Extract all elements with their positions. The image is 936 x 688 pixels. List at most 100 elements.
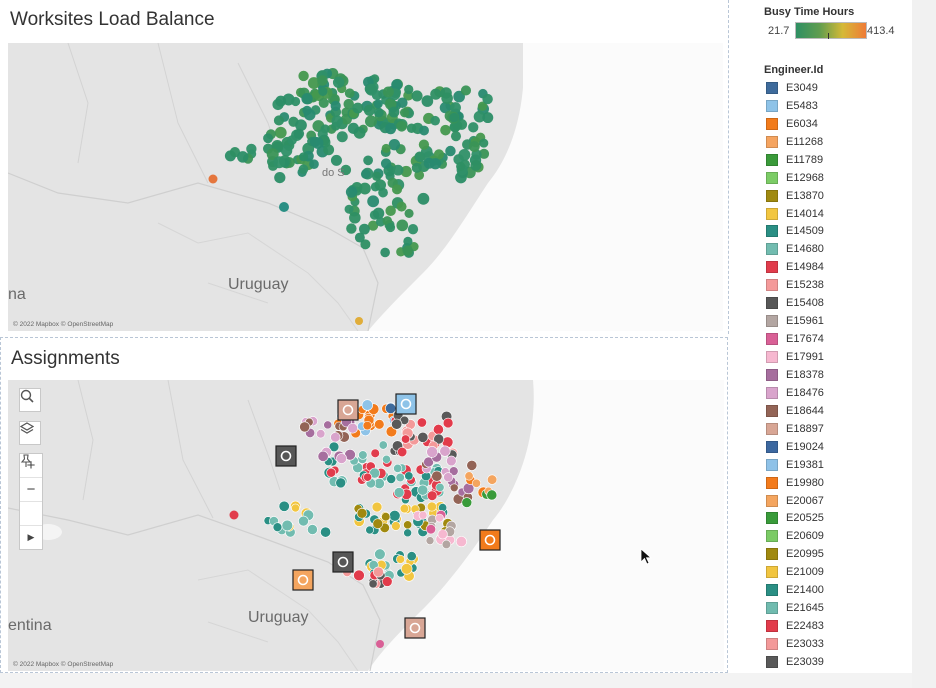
map-point[interactable] <box>272 522 283 532</box>
legend-item[interactable]: E18378 <box>766 366 824 384</box>
map-point[interactable] <box>450 102 461 114</box>
map-point[interactable] <box>418 510 428 520</box>
map-point[interactable] <box>347 422 358 434</box>
map-point[interactable] <box>336 453 347 464</box>
map-point[interactable] <box>423 456 434 468</box>
map-point[interactable] <box>404 84 414 95</box>
map-point[interactable] <box>298 70 309 82</box>
map-point[interactable] <box>372 518 384 529</box>
map-point[interactable] <box>396 201 407 212</box>
map-point[interactable] <box>486 489 498 501</box>
legend-item[interactable]: E6034 <box>766 115 824 133</box>
legend-item[interactable]: E20525 <box>766 510 824 528</box>
map-point[interactable] <box>431 470 443 482</box>
map-point[interactable] <box>346 223 357 234</box>
map-point[interactable] <box>418 139 430 150</box>
legend-item[interactable]: E19024 <box>766 438 824 456</box>
map-point[interactable] <box>404 208 414 219</box>
map-point[interactable] <box>470 159 482 171</box>
map-point[interactable] <box>365 525 375 535</box>
map-point[interactable] <box>274 171 286 184</box>
map-point[interactable] <box>487 474 498 485</box>
map-point[interactable] <box>352 102 364 114</box>
legend-item[interactable]: E3049 <box>766 79 824 97</box>
map-point[interactable] <box>367 195 380 208</box>
map-point[interactable] <box>347 122 360 134</box>
map-point[interactable] <box>464 471 474 481</box>
map-point[interactable] <box>471 478 481 488</box>
search-icon[interactable] <box>19 388 41 412</box>
map-point[interactable] <box>456 161 466 171</box>
map-point[interactable] <box>446 455 457 467</box>
map-point[interactable] <box>263 133 273 144</box>
map-point[interactable] <box>414 151 426 163</box>
map-point[interactable] <box>425 524 437 535</box>
legend-item[interactable]: E20609 <box>766 527 824 545</box>
map-point[interactable] <box>403 528 412 538</box>
map-point[interactable] <box>295 119 307 132</box>
map-point[interactable] <box>266 148 279 161</box>
legend-item[interactable]: E18476 <box>766 384 824 402</box>
map-point[interactable] <box>371 501 383 513</box>
map-point[interactable] <box>356 508 368 519</box>
map-point[interactable] <box>353 569 365 582</box>
map-point[interactable] <box>309 136 321 147</box>
map-point[interactable] <box>416 417 427 428</box>
map-point[interactable] <box>417 192 430 205</box>
map-point[interactable] <box>373 99 383 109</box>
map-point[interactable] <box>299 152 309 162</box>
map-point[interactable] <box>453 90 465 103</box>
map-point[interactable] <box>301 93 313 105</box>
map-point[interactable] <box>355 317 363 325</box>
map-point[interactable] <box>299 421 311 433</box>
map-point[interactable] <box>373 566 384 578</box>
legend-item[interactable]: E19381 <box>766 456 824 474</box>
map-point[interactable] <box>363 472 373 482</box>
map-point[interactable] <box>343 98 354 110</box>
map-point[interactable] <box>400 563 413 575</box>
map-point[interactable] <box>274 126 287 139</box>
depot-marker[interactable] <box>292 569 314 591</box>
map-point[interactable] <box>386 474 397 484</box>
map-point[interactable] <box>307 77 320 90</box>
map-point[interactable] <box>430 115 440 126</box>
pin-icon[interactable] <box>20 454 42 526</box>
map-point[interactable] <box>433 149 445 160</box>
legend-item[interactable]: E12968 <box>766 169 824 187</box>
map-point[interactable] <box>336 131 348 143</box>
legend-item[interactable]: E14680 <box>766 240 824 258</box>
map-point[interactable] <box>429 158 441 170</box>
map-point[interactable] <box>482 112 494 124</box>
map-point[interactable] <box>461 497 473 508</box>
legend-item[interactable]: E15408 <box>766 294 824 312</box>
legend-item[interactable]: E5483 <box>766 97 824 115</box>
legend-item[interactable]: E17991 <box>766 348 824 366</box>
map-point[interactable] <box>369 467 381 479</box>
map-point[interactable] <box>360 169 371 179</box>
map-point[interactable] <box>320 526 332 538</box>
zoom-in-button[interactable]: + <box>20 454 42 478</box>
legend-item[interactable]: E11268 <box>766 133 824 151</box>
map-point[interactable] <box>278 500 290 512</box>
map-point[interactable] <box>335 477 347 489</box>
legend-item[interactable]: E18897 <box>766 420 824 438</box>
map-point[interactable] <box>395 472 405 483</box>
map-point[interactable] <box>380 247 390 258</box>
map-point[interactable] <box>368 579 378 589</box>
map-point[interactable] <box>433 433 445 445</box>
map-point[interactable] <box>370 448 380 458</box>
map-point[interactable] <box>396 219 409 232</box>
map-point[interactable] <box>396 554 405 564</box>
map-point[interactable] <box>426 501 437 512</box>
map-point[interactable] <box>330 432 341 443</box>
map-point[interactable] <box>380 158 392 169</box>
map-point[interactable] <box>349 211 361 224</box>
map-point[interactable] <box>448 466 459 476</box>
map-point[interactable] <box>443 472 454 483</box>
map-point[interactable] <box>403 236 413 246</box>
layers-icon[interactable] <box>19 421 41 445</box>
map-point[interactable] <box>442 417 454 429</box>
map-point[interactable] <box>340 164 352 176</box>
map-point[interactable] <box>374 419 385 430</box>
map-point[interactable] <box>468 141 480 152</box>
